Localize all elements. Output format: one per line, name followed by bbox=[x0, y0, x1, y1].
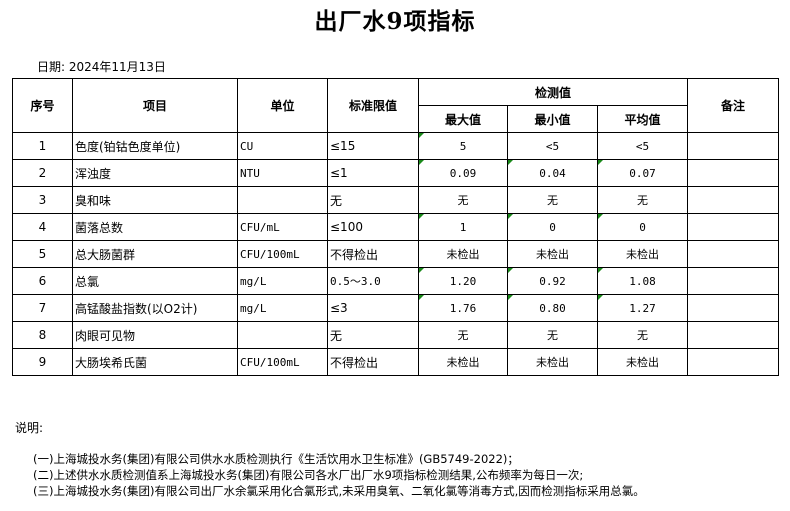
table-row: 5 总大肠菌群 CFU/100mL 不得检出 未检出 未检出 未检出 bbox=[12, 240, 779, 268]
cell-remark bbox=[687, 132, 779, 160]
cell-avg: 1.08 bbox=[597, 267, 688, 295]
cell-unit: NTU bbox=[237, 159, 328, 187]
cell-item: 浑浊度 bbox=[72, 159, 238, 187]
cell-item: 总大肠菌群 bbox=[72, 240, 238, 268]
table-row: 2 浑浊度 NTU ≤1 0.09 0.04 0.07 bbox=[12, 159, 779, 187]
cell-avg: 1.27 bbox=[597, 294, 688, 322]
cell-max: 1.20 bbox=[418, 267, 508, 295]
cell-limit: 0.5～3.0 bbox=[327, 267, 419, 295]
cell-remark bbox=[687, 294, 779, 322]
cell-unit: CFU/100mL bbox=[237, 240, 328, 268]
cell-remark bbox=[687, 348, 779, 376]
cell-seq: 5 bbox=[12, 240, 73, 268]
cell-seq: 8 bbox=[12, 321, 73, 349]
cell-min: 未检出 bbox=[507, 348, 598, 376]
cell-remark bbox=[687, 159, 779, 187]
note-line-2: (二)上述供水水质检测值系上海城投水务(集团)有限公司各水厂出厂水9项指标检测结… bbox=[33, 468, 584, 482]
header-item: 项目 bbox=[72, 78, 238, 133]
cell-max: 未检出 bbox=[418, 348, 508, 376]
cell-avg: <5 bbox=[597, 132, 688, 160]
note-line-1: (一)上海城投水务(集团)有限公司供水水质检测执行《生活饮用水卫生标准》(GB5… bbox=[33, 452, 519, 466]
cell-limit: 无 bbox=[327, 321, 419, 349]
cell-min: 0.80 bbox=[507, 294, 598, 322]
cell-avg: 未检出 bbox=[597, 240, 688, 268]
cell-remark bbox=[687, 240, 779, 268]
cell-min: 0.04 bbox=[507, 159, 598, 187]
report-date: 日期: 2024年11月13日 bbox=[37, 60, 166, 74]
cell-unit bbox=[237, 186, 328, 214]
header-seq: 序号 bbox=[12, 78, 73, 133]
cell-min: 未检出 bbox=[507, 240, 598, 268]
cell-item: 总氯 bbox=[72, 267, 238, 295]
header-remark: 备注 bbox=[687, 78, 779, 133]
cell-avg: 无 bbox=[597, 321, 688, 349]
cell-seq: 3 bbox=[12, 186, 73, 214]
cell-unit: mg/L bbox=[237, 294, 328, 322]
notes-label: 说明: bbox=[15, 421, 44, 435]
table-row: 1 色度(铂钴色度单位) CU ≤15 5 <5 <5 bbox=[12, 132, 779, 160]
header-max: 最大值 bbox=[418, 105, 508, 133]
cell-remark bbox=[687, 267, 779, 295]
note-line-3: (三)上海城投水务(集团)有限公司出厂水余氯采用化合氯形式,未采用臭氧、二氧化氯… bbox=[33, 484, 645, 498]
cell-item: 高锰酸盐指数(以O2计) bbox=[72, 294, 238, 322]
cell-min: 无 bbox=[507, 321, 598, 349]
cell-seq: 7 bbox=[12, 294, 73, 322]
cell-item: 臭和味 bbox=[72, 186, 238, 214]
cell-max: 无 bbox=[418, 186, 508, 214]
cell-max: 无 bbox=[418, 321, 508, 349]
cell-max: 未检出 bbox=[418, 240, 508, 268]
cell-avg: 无 bbox=[597, 186, 688, 214]
header-unit: 单位 bbox=[237, 78, 328, 133]
cell-seq: 1 bbox=[12, 132, 73, 160]
cell-seq: 2 bbox=[12, 159, 73, 187]
cell-avg: 0.07 bbox=[597, 159, 688, 187]
cell-min: <5 bbox=[507, 132, 598, 160]
header-min: 最小值 bbox=[507, 105, 598, 133]
cell-avg: 0 bbox=[597, 213, 688, 241]
table-row: 4 菌落总数 CFU/mL ≤100 1 0 0 bbox=[12, 213, 779, 241]
table-row: 8 肉眼可见物无无无无 bbox=[12, 321, 779, 349]
cell-limit: 不得检出 bbox=[327, 240, 419, 268]
water-quality-table: 序号 项目 单位 标准限值 检测值 备注 最大值 最小值 平均值 1 色度(铂钴色… bbox=[12, 78, 779, 376]
cell-item: 肉眼可见物 bbox=[72, 321, 238, 349]
cell-max: 1.76 bbox=[418, 294, 508, 322]
cell-avg: 未检出 bbox=[597, 348, 688, 376]
table-row: 3 臭和味无无无无 bbox=[12, 186, 779, 214]
cell-unit: CFU/mL bbox=[237, 213, 328, 241]
cell-unit bbox=[237, 321, 328, 349]
table-row: 6 总氯 mg/L 0.5～3.0 1.20 0.92 1.08 bbox=[12, 267, 779, 295]
cell-max: 1 bbox=[418, 213, 508, 241]
cell-limit: ≤3 bbox=[327, 294, 419, 322]
table-row: 9 大肠埃希氏菌 CFU/100mL 不得检出 未检出 未检出 未检出 bbox=[12, 348, 779, 376]
cell-limit: 无 bbox=[327, 186, 419, 214]
cell-min: 0.92 bbox=[507, 267, 598, 295]
cell-max: 5 bbox=[418, 132, 508, 160]
cell-seq: 9 bbox=[12, 348, 73, 376]
cell-unit: CFU/100mL bbox=[237, 348, 328, 376]
header-limit: 标准限值 bbox=[327, 78, 419, 133]
cell-limit: ≤1 bbox=[327, 159, 419, 187]
cell-item: 色度(铂钴色度单位) bbox=[72, 132, 238, 160]
page-title: 出厂水9项指标 bbox=[314, 8, 476, 35]
cell-unit: mg/L bbox=[237, 267, 328, 295]
cell-seq: 6 bbox=[12, 267, 73, 295]
cell-min: 0 bbox=[507, 213, 598, 241]
cell-remark bbox=[687, 213, 779, 241]
cell-remark bbox=[687, 186, 779, 214]
cell-max: 0.09 bbox=[418, 159, 508, 187]
cell-unit: CU bbox=[237, 132, 328, 160]
cell-seq: 4 bbox=[12, 213, 73, 241]
cell-limit: 不得检出 bbox=[327, 348, 419, 376]
header-detected: 检测值 bbox=[418, 78, 688, 106]
cell-limit: ≤15 bbox=[327, 132, 419, 160]
table-row: 7 高锰酸盐指数(以O2计) mg/L ≤3 1.76 0.80 1.27 bbox=[12, 294, 779, 322]
cell-limit: ≤100 bbox=[327, 213, 419, 241]
cell-min: 无 bbox=[507, 186, 598, 214]
cell-remark bbox=[687, 321, 779, 349]
cell-item: 菌落总数 bbox=[72, 213, 238, 241]
cell-item: 大肠埃希氏菌 bbox=[72, 348, 238, 376]
header-avg: 平均值 bbox=[597, 105, 688, 133]
